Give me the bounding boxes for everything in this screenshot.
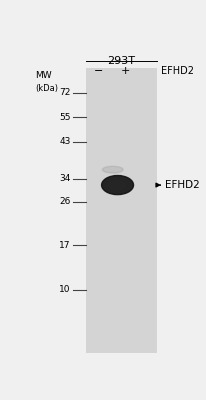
Text: EFHD2: EFHD2 [161, 66, 194, 76]
Ellipse shape [102, 166, 123, 173]
Text: 10: 10 [59, 285, 70, 294]
Ellipse shape [108, 181, 125, 189]
Bar [87, 68, 157, 353]
Text: 17: 17 [59, 241, 70, 250]
Text: EFHD2: EFHD2 [165, 180, 200, 190]
Ellipse shape [102, 176, 133, 195]
Text: 34: 34 [59, 174, 70, 183]
Text: 55: 55 [59, 113, 70, 122]
Text: 293T: 293T [107, 56, 135, 66]
Text: +: + [121, 66, 130, 76]
Text: 43: 43 [59, 138, 70, 146]
Text: 26: 26 [59, 198, 70, 206]
Text: (kDa): (kDa) [35, 84, 58, 93]
Text: MW: MW [35, 71, 52, 80]
Text: −: − [94, 66, 103, 76]
Text: 72: 72 [59, 88, 70, 97]
